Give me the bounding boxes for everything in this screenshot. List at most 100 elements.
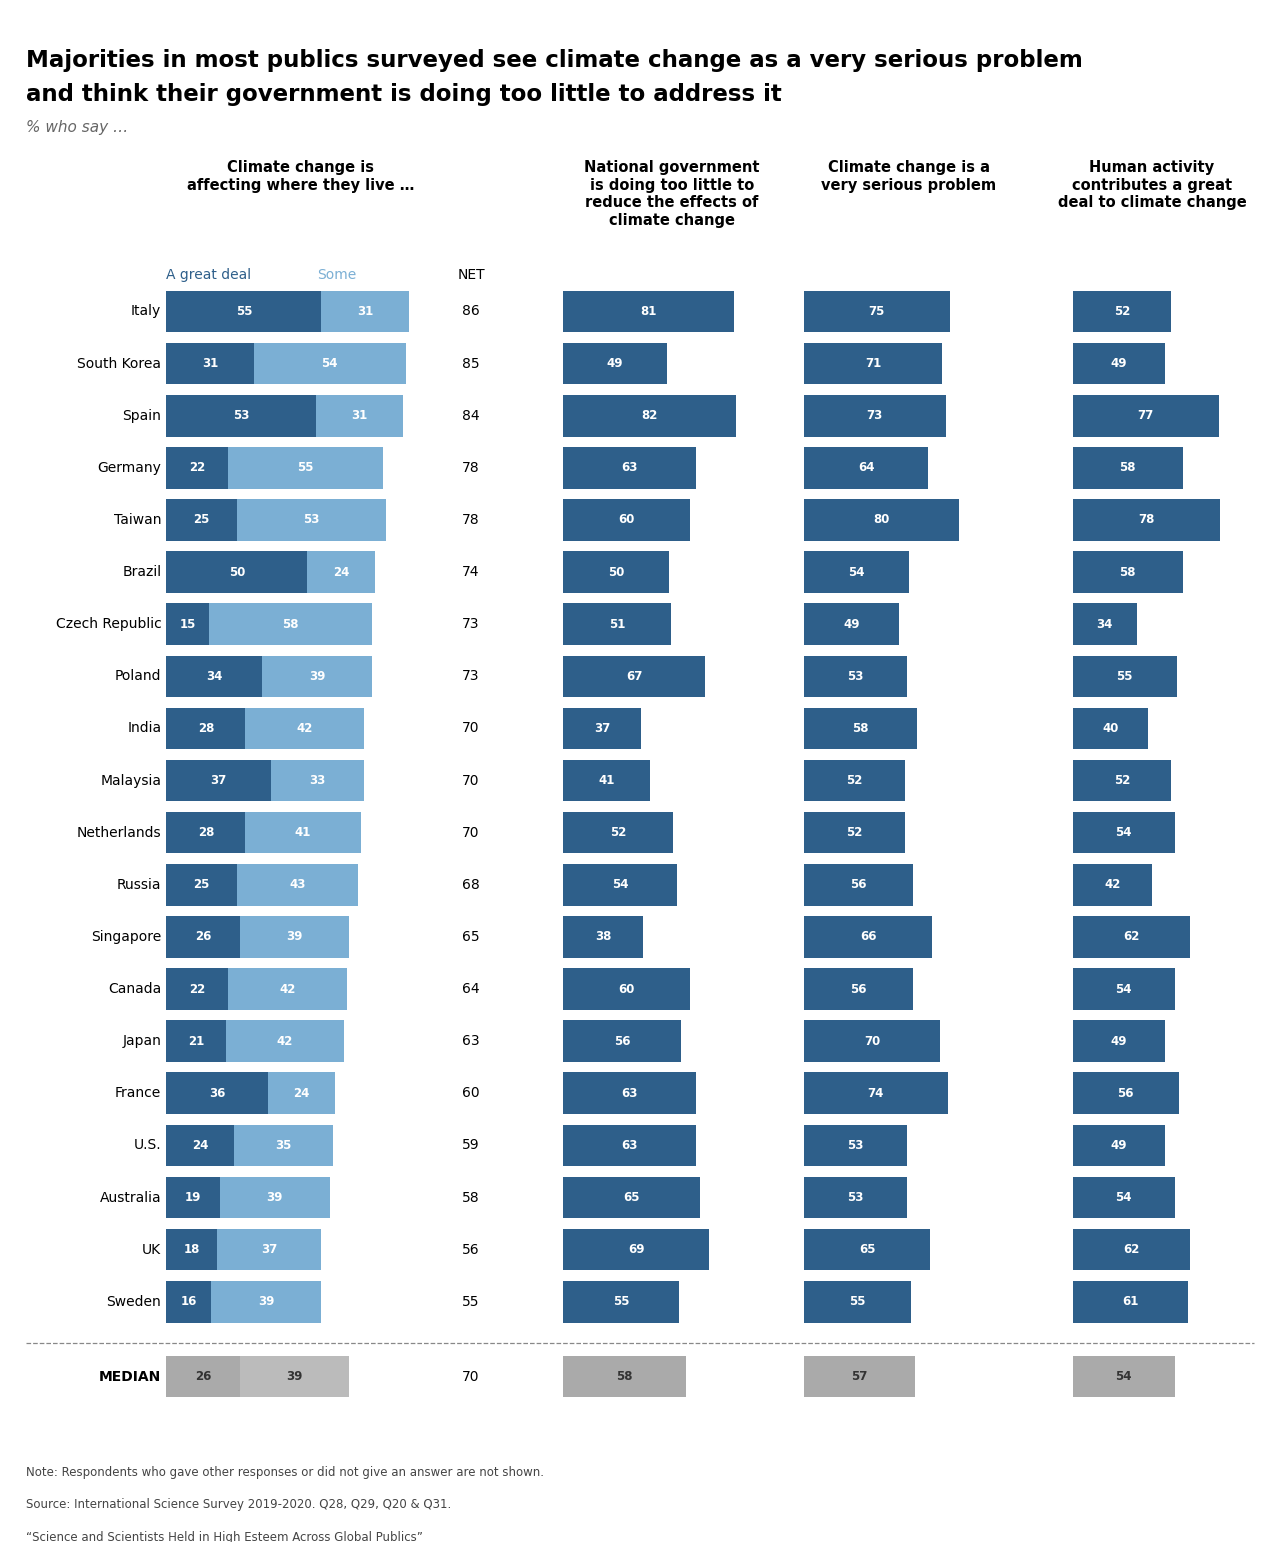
Text: 52: 52 <box>846 774 863 786</box>
Text: 54: 54 <box>1116 827 1132 839</box>
Text: Japan: Japan <box>123 1035 161 1049</box>
Text: 65: 65 <box>462 930 480 944</box>
Text: 39: 39 <box>308 669 325 683</box>
Text: 60: 60 <box>462 1086 480 1101</box>
Bar <box>804 1021 940 1062</box>
Text: 53: 53 <box>847 669 864 683</box>
Bar <box>563 290 735 333</box>
Text: 55: 55 <box>462 1295 480 1309</box>
Text: Netherlands: Netherlands <box>77 825 161 840</box>
Text: 56: 56 <box>850 879 867 891</box>
Bar <box>804 603 899 645</box>
Text: 78: 78 <box>462 461 480 475</box>
Bar <box>563 916 644 958</box>
Text: 49: 49 <box>844 618 860 631</box>
Bar <box>225 1021 344 1062</box>
Text: 34: 34 <box>206 669 223 683</box>
Text: Note: Respondents who gave other responses or did not give an answer are not sho: Note: Respondents who gave other respons… <box>26 1466 544 1479</box>
Bar <box>804 290 950 333</box>
Bar <box>253 342 406 384</box>
Text: 74: 74 <box>868 1087 884 1099</box>
Text: 49: 49 <box>1111 358 1128 370</box>
Text: 52: 52 <box>611 827 626 839</box>
Bar <box>804 655 908 697</box>
Bar <box>234 1124 333 1166</box>
Bar <box>166 1072 268 1113</box>
Text: 57: 57 <box>851 1369 868 1383</box>
Text: India: India <box>127 722 161 736</box>
Text: 82: 82 <box>641 409 658 423</box>
Bar <box>563 760 650 802</box>
Bar <box>246 811 361 854</box>
Text: 16: 16 <box>180 1295 197 1308</box>
Text: 54: 54 <box>1116 1190 1132 1204</box>
Bar <box>1073 395 1219 436</box>
Bar <box>563 447 696 489</box>
Text: 70: 70 <box>462 1369 480 1383</box>
Text: A great deal: A great deal <box>166 268 252 282</box>
Text: 62: 62 <box>1123 930 1139 944</box>
Text: 52: 52 <box>846 827 863 839</box>
Text: 41: 41 <box>598 774 614 786</box>
Text: 24: 24 <box>333 566 349 578</box>
Bar <box>237 500 387 541</box>
Text: 74: 74 <box>462 564 480 580</box>
Text: 56: 56 <box>1117 1087 1134 1099</box>
Text: 70: 70 <box>462 825 480 840</box>
Text: 25: 25 <box>193 513 210 526</box>
Bar <box>239 1355 349 1397</box>
Text: 55: 55 <box>849 1295 865 1308</box>
Text: % who say …: % who say … <box>26 120 128 136</box>
Text: 53: 53 <box>847 1140 864 1152</box>
Bar <box>166 864 237 905</box>
Bar <box>307 550 375 592</box>
Text: 49: 49 <box>1111 1035 1128 1047</box>
Text: 55: 55 <box>297 461 314 475</box>
Bar <box>1073 1177 1175 1218</box>
Text: Czech Republic: Czech Republic <box>55 617 161 631</box>
Text: National government
is doing too little to
reduce the effects of
climate change: National government is doing too little … <box>584 160 760 228</box>
Text: 54: 54 <box>321 358 338 370</box>
Bar <box>1073 1021 1166 1062</box>
Text: “Science and Scientists Held in High Esteem Across Global Publics”: “Science and Scientists Held in High Est… <box>26 1531 422 1542</box>
Bar <box>228 968 347 1010</box>
Text: 49: 49 <box>607 358 623 370</box>
Bar <box>804 760 905 802</box>
Text: 67: 67 <box>626 669 643 683</box>
Bar <box>166 500 237 541</box>
Bar <box>563 395 736 436</box>
Bar <box>1073 1072 1179 1113</box>
Bar <box>1073 968 1175 1010</box>
Text: 21: 21 <box>188 1035 204 1047</box>
Text: Brazil: Brazil <box>122 564 161 580</box>
Text: South Korea: South Korea <box>77 356 161 370</box>
Text: Australia: Australia <box>100 1190 161 1204</box>
Bar <box>166 1355 239 1397</box>
Text: 31: 31 <box>357 305 372 318</box>
Bar <box>804 395 946 436</box>
Bar <box>166 760 270 802</box>
Text: Source: International Science Survey 2019-2020. Q28, Q29, Q20 & Q31.: Source: International Science Survey 201… <box>26 1499 451 1511</box>
Text: NET: NET <box>457 268 485 282</box>
Text: 84: 84 <box>462 409 480 423</box>
Text: 68: 68 <box>462 877 480 891</box>
Text: 25: 25 <box>193 879 210 891</box>
Bar <box>321 290 408 333</box>
Text: Climate change is a
very serious problem: Climate change is a very serious problem <box>822 160 996 193</box>
Text: 19: 19 <box>186 1190 201 1204</box>
Text: 55: 55 <box>1116 669 1133 683</box>
Text: Poland: Poland <box>115 669 161 683</box>
Text: 58: 58 <box>1119 461 1135 475</box>
Bar <box>1073 1229 1190 1271</box>
Text: 37: 37 <box>210 774 227 786</box>
Bar <box>166 603 209 645</box>
Bar <box>804 708 916 749</box>
Text: 42: 42 <box>279 982 296 996</box>
Text: France: France <box>115 1086 161 1101</box>
Text: 69: 69 <box>627 1243 644 1257</box>
Bar <box>804 811 905 854</box>
Bar <box>1073 916 1190 958</box>
Text: 75: 75 <box>869 305 884 318</box>
Text: 15: 15 <box>179 618 196 631</box>
Bar <box>563 811 673 854</box>
